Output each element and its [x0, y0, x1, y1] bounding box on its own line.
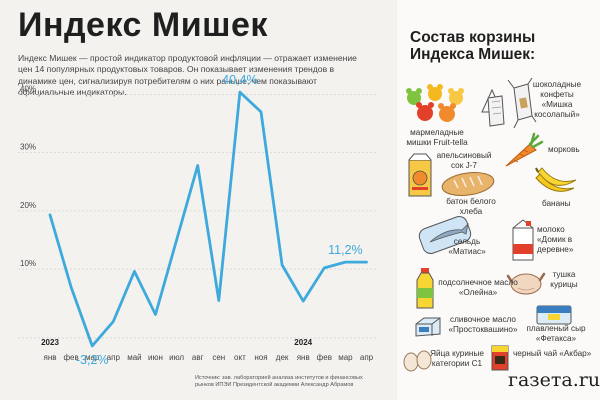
- eggs-icon: [403, 350, 432, 372]
- x-tick-label: мар: [85, 353, 100, 362]
- data-point: [323, 267, 326, 269]
- line-chart: 10%20%30%40% янв фев мар апр май июн июл авг сен…: [18, 73, 378, 367]
- x-axis-tick-labels: янв фев мар апр май июн июл авг сен окт ноя дек янв ф…: [41, 338, 374, 362]
- y-tick-label: 30%: [20, 143, 36, 152]
- x-tick-label: фев: [317, 353, 332, 362]
- page-title: Индекс Мишек: [18, 6, 268, 44]
- data-point: [239, 91, 241, 94]
- x-tick-label: апр: [107, 353, 121, 362]
- page-subtitle: Индекс Мишек — простой индикатор продукт…: [18, 53, 357, 97]
- basket-item-label: сельдь «Матиас»: [448, 237, 486, 256]
- basket-item-label: черный чай «Акбар»: [513, 349, 592, 358]
- carrot-icon: [505, 132, 544, 167]
- basket-item-label: сливочное масло «Простоквашино»: [448, 315, 518, 334]
- chicken-icon: [506, 272, 546, 295]
- x-tick-label: янв: [44, 353, 57, 362]
- basket-item-label: бананы: [542, 199, 571, 208]
- x-tick-label: июн: [148, 353, 163, 362]
- data-label: -3,2%: [76, 353, 109, 367]
- data-point: [281, 264, 283, 266]
- x-tick-label: янв: [297, 353, 310, 362]
- banana-icon: [535, 167, 577, 192]
- series-layer: [48, 90, 368, 348]
- data-point: [91, 345, 94, 347]
- milk-icon: [512, 219, 534, 261]
- basket-item-label: морковь: [548, 145, 580, 154]
- data-point: [217, 299, 220, 302]
- butter-icon: [415, 317, 441, 337]
- x-tick-label: апр: [360, 353, 374, 362]
- data-point: [49, 214, 51, 216]
- data-label: 11,2%: [328, 243, 363, 257]
- bread-icon: [441, 172, 495, 196]
- data-label: 40,4%: [222, 73, 257, 87]
- herring-icon: [418, 215, 472, 254]
- y-tick-label: 40%: [20, 84, 36, 93]
- juice-icon: [408, 153, 432, 197]
- data-point: [133, 270, 136, 273]
- basket-item-label: плавленый сыр «Фетакса»: [526, 324, 586, 343]
- data-point: [70, 286, 72, 289]
- basket-item-label: апельсиновый сок J-7: [436, 151, 492, 170]
- basket-title: Состав корзины Индекса Мишек:: [410, 29, 536, 63]
- x-tick-label: окт: [234, 353, 246, 362]
- grid-layer: [18, 94, 378, 339]
- source-note: Источник: зав. лабораторией анализа инст…: [195, 375, 363, 388]
- chocolate-candy-icon: [481, 78, 537, 129]
- oil-icon: [416, 268, 434, 309]
- x-tick-label: ноя: [254, 353, 267, 362]
- cheese-icon: [536, 305, 572, 325]
- basket-item-label: подсолнечное масло «Олейна»: [438, 278, 518, 297]
- brand-logo: газета.ru: [508, 369, 600, 391]
- x-tick-label: июл: [169, 353, 184, 362]
- x-tick-label: сен: [212, 353, 225, 362]
- data-point: [112, 320, 115, 323]
- basket-item-label: тушка курицы: [550, 270, 578, 289]
- y-tick-label: 10%: [20, 259, 36, 268]
- x-tick-label: май: [127, 353, 141, 362]
- x-tick-label: авг: [192, 353, 204, 362]
- year-label: 2024: [294, 338, 312, 347]
- series-line: [48, 90, 368, 348]
- year-label: 2023: [41, 338, 59, 347]
- x-tick-label: дек: [276, 353, 289, 362]
- y-axis-tick-labels: 10% 20% 30% 40%: [20, 84, 36, 268]
- basket-item-label: шоколадные конфеты «Мишка косолапый»: [532, 80, 582, 119]
- data-point: [302, 300, 305, 303]
- data-point: [196, 164, 199, 167]
- x-tick-label: мар: [338, 353, 353, 362]
- data-point: [344, 261, 347, 263]
- basket-item-label: молоко «Домик в деревне»: [537, 225, 574, 254]
- basket-item-label: Яйца куриные категории С1: [430, 349, 484, 368]
- tea-icon: [491, 345, 509, 371]
- basket-item-label: батон белого хлеба: [446, 197, 496, 216]
- data-point: [365, 261, 368, 263]
- annotations-layer: 40,4% -3,2% 11,2%: [76, 73, 363, 367]
- y-tick-label: 20%: [20, 201, 36, 210]
- data-point: [154, 313, 157, 316]
- data-point: [175, 239, 178, 241]
- data-point: [260, 110, 262, 113]
- basket-item-label: мармеладные мишки Fruit-tella: [406, 128, 468, 147]
- gummy-bears-icon: [406, 84, 464, 122]
- x-tick-label: фев: [63, 353, 78, 362]
